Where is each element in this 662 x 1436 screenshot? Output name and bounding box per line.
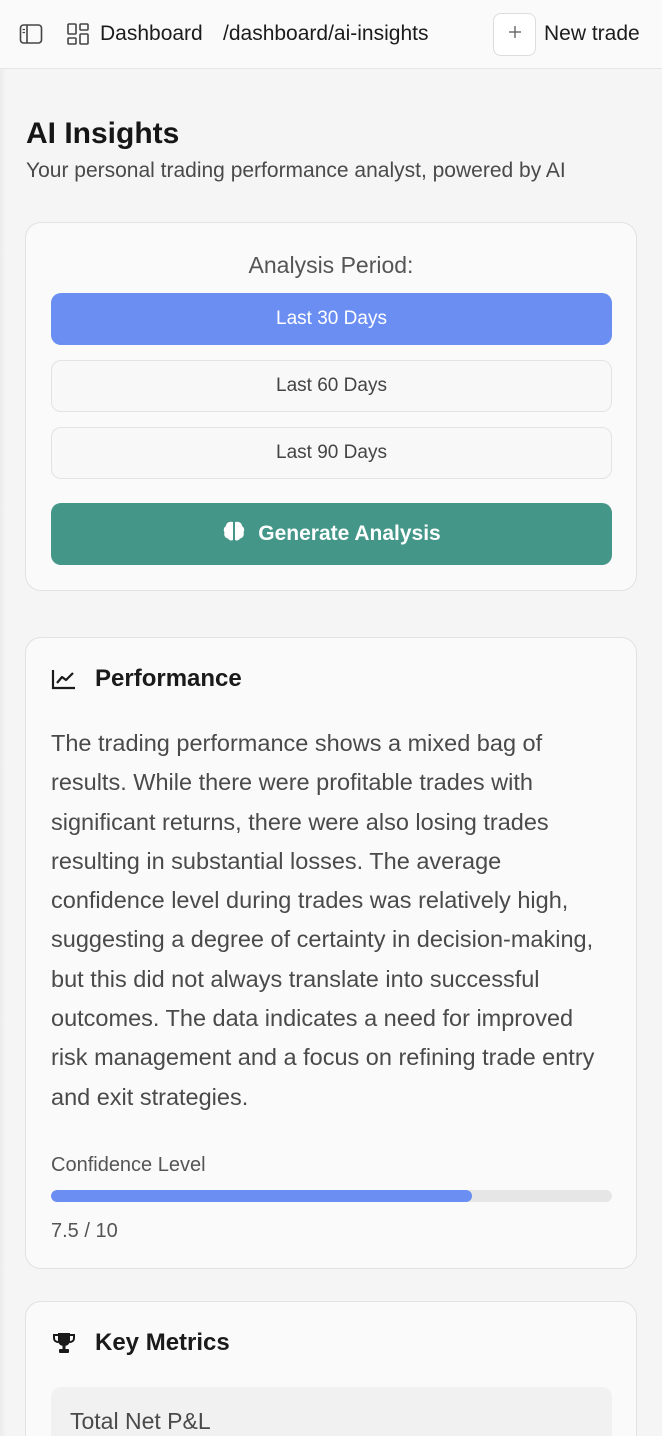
breadcrumb-dashboard[interactable]: Dashboard: [100, 22, 203, 45]
period-60-days-button[interactable]: Last 60 Days: [51, 360, 612, 412]
trophy-icon: [51, 1330, 77, 1356]
period-90-days-button[interactable]: Last 90 Days: [51, 427, 612, 479]
performance-header: Performance: [51, 665, 242, 693]
breadcrumb-path: /dashboard/ai-insights: [223, 22, 429, 45]
brain-icon: [222, 520, 246, 548]
top-bar: Dashboard /dashboard/ai-insights New tra…: [0, 0, 662, 69]
confidence-label: Confidence Level: [51, 1154, 206, 1176]
performance-title: Performance: [95, 665, 242, 692]
metric-label: Total Net P&L: [70, 1408, 211, 1434]
period-30-days-button[interactable]: Last 30 Days: [51, 293, 612, 345]
sidebar-toggle-icon[interactable]: [19, 23, 43, 45]
analysis-period-label: Analysis Period:: [248, 252, 414, 278]
page-title: AI Insights: [26, 117, 180, 150]
generate-analysis-label: Generate Analysis: [258, 522, 441, 545]
performance-card: Performance The trading performance show…: [25, 637, 637, 1269]
plus-icon: [507, 24, 523, 45]
key-metrics-card: Key Metrics Total Net P&L: [25, 1301, 637, 1436]
page-subtitle: Your personal trading performance analys…: [26, 159, 566, 182]
new-trade-label[interactable]: New trade: [544, 22, 640, 45]
performance-summary: The trading performance shows a mixed ba…: [51, 730, 595, 1110]
analysis-period-card: Analysis Period: Last 30 Days Last 60 Da…: [25, 222, 637, 591]
key-metrics-header: Key Metrics: [51, 1329, 230, 1357]
confidence-progress-fill: [51, 1190, 472, 1202]
metric-total-net-pnl: Total Net P&L: [51, 1387, 612, 1436]
key-metrics-title: Key Metrics: [95, 1329, 230, 1356]
new-trade-button[interactable]: [493, 13, 536, 56]
sidebar-edge: [0, 69, 6, 1436]
generate-analysis-button[interactable]: Generate Analysis: [51, 503, 612, 565]
confidence-value: 7.5 / 10: [51, 1220, 118, 1242]
trend-chart-icon: [51, 666, 77, 692]
dashboard-grid-icon: [67, 23, 89, 45]
confidence-progress-bar: [51, 1190, 612, 1202]
